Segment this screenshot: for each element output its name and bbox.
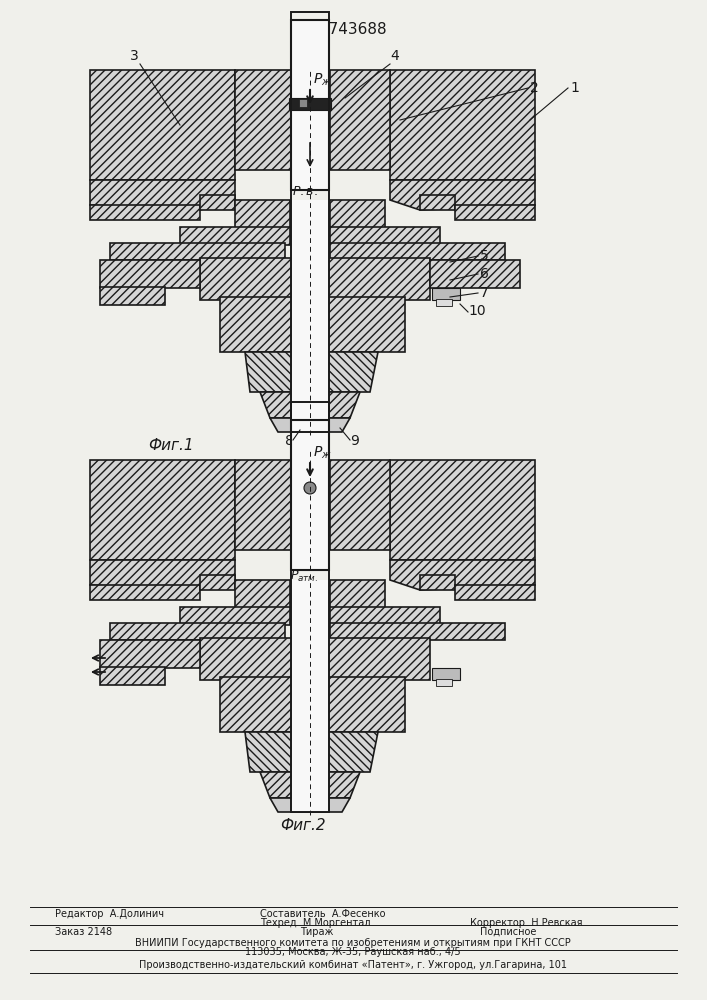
Text: Редактор  А.Долинич: Редактор А.Долинич [55, 909, 164, 919]
Text: 2: 2 [530, 81, 539, 95]
Bar [432, 288, 460, 300]
Bar [235, 200, 290, 230]
Bar [100, 667, 165, 685]
Text: 113035, Москва, Ж-35, Раушская наб., 4/5: 113035, Москва, Ж-35, Раушская наб., 4/5 [245, 947, 461, 957]
Bar [291, 677, 329, 732]
Bar [436, 299, 452, 306]
Text: 1743688: 1743688 [319, 22, 387, 37]
Bar [436, 679, 452, 686]
Polygon shape [390, 560, 535, 590]
Bar [291, 350, 329, 392]
Bar [455, 205, 535, 220]
Text: ВНИИПИ Государственного комитета по изобретениям и открытиям при ГКНТ СССР: ВНИИПИ Государственного комитета по изоб… [135, 938, 571, 948]
Text: $P_ж$: $P_ж$ [313, 445, 332, 461]
Polygon shape [90, 560, 235, 590]
Text: 4: 4 [390, 49, 399, 63]
Text: Составитель  А.Фесенко: Составитель А.Фесенко [260, 909, 385, 919]
Bar [291, 580, 329, 640]
Text: Заказ 2148: Заказ 2148 [55, 927, 112, 937]
Bar [235, 580, 290, 610]
Polygon shape [270, 798, 350, 812]
Polygon shape [260, 772, 360, 798]
Bar [200, 195, 235, 210]
Text: 10: 10 [468, 304, 486, 318]
Bar [390, 460, 535, 560]
Polygon shape [390, 180, 535, 210]
Text: Тираж: Тираж [300, 927, 334, 937]
Bar [220, 677, 405, 732]
Bar [291, 297, 329, 352]
Bar [291, 200, 329, 260]
Bar [200, 258, 430, 300]
Bar [291, 770, 329, 798]
Text: 8: 8 [285, 434, 294, 448]
Text: Фиг.2: Фиг.2 [280, 818, 326, 833]
Bar [330, 200, 385, 230]
Bar [90, 460, 235, 560]
Bar [291, 798, 329, 812]
Text: 1: 1 [570, 81, 579, 95]
Polygon shape [245, 732, 378, 772]
Bar [330, 623, 505, 640]
Bar [200, 575, 235, 590]
Bar [180, 227, 290, 245]
Text: 7: 7 [480, 286, 489, 300]
Text: 9: 9 [350, 434, 359, 448]
Polygon shape [270, 418, 350, 432]
Text: $P.в.$: $P.в.$ [292, 185, 318, 198]
Bar [430, 260, 520, 288]
Bar [330, 243, 505, 260]
Bar [235, 460, 295, 550]
Bar [420, 195, 455, 210]
Bar [291, 20, 329, 190]
Polygon shape [260, 392, 360, 418]
Bar [291, 418, 329, 432]
Text: 6: 6 [480, 267, 489, 281]
Text: 5: 5 [480, 249, 489, 263]
Circle shape [304, 482, 316, 494]
Bar [110, 623, 285, 640]
Text: Производственно-издательский комбинат «Патент», г. Ужгород, ул.Гагарина, 101: Производственно-издательский комбинат «П… [139, 960, 567, 970]
Text: $P_ж$: $P_ж$ [313, 72, 332, 88]
Bar [330, 607, 440, 625]
Bar [299, 99, 307, 107]
Bar [390, 70, 535, 180]
Bar [330, 580, 385, 610]
Bar [220, 297, 405, 352]
Bar [90, 585, 200, 600]
Bar [200, 638, 430, 680]
Bar [330, 70, 390, 170]
Bar [291, 12, 329, 432]
Bar [432, 668, 460, 680]
Bar [420, 575, 455, 590]
Bar [100, 287, 165, 305]
Bar [330, 227, 440, 245]
Bar [455, 585, 535, 600]
Bar [235, 70, 295, 170]
Bar [330, 460, 390, 550]
Text: 3: 3 [130, 49, 139, 63]
Polygon shape [245, 352, 378, 392]
Bar [291, 390, 329, 418]
Text: Техред  М.Моргентал: Техред М.Моргентал [260, 918, 370, 928]
Bar [100, 640, 200, 668]
Bar [289, 98, 331, 110]
Bar [291, 402, 329, 812]
Text: Фиг.1: Фиг.1 [148, 438, 194, 453]
Text: Корректор  Н.Ревская: Корректор Н.Ревская [470, 918, 583, 928]
Bar [180, 607, 290, 625]
Polygon shape [90, 180, 235, 210]
Bar [291, 730, 329, 772]
Bar [110, 243, 285, 260]
Bar [100, 260, 200, 288]
Bar [90, 70, 235, 180]
Bar [291, 638, 329, 680]
Bar [291, 420, 329, 570]
Bar [90, 205, 200, 220]
Text: $P_{атм.}$: $P_{атм.}$ [290, 569, 318, 584]
Text: Подписное: Подписное [480, 927, 537, 937]
Bar [291, 258, 329, 300]
